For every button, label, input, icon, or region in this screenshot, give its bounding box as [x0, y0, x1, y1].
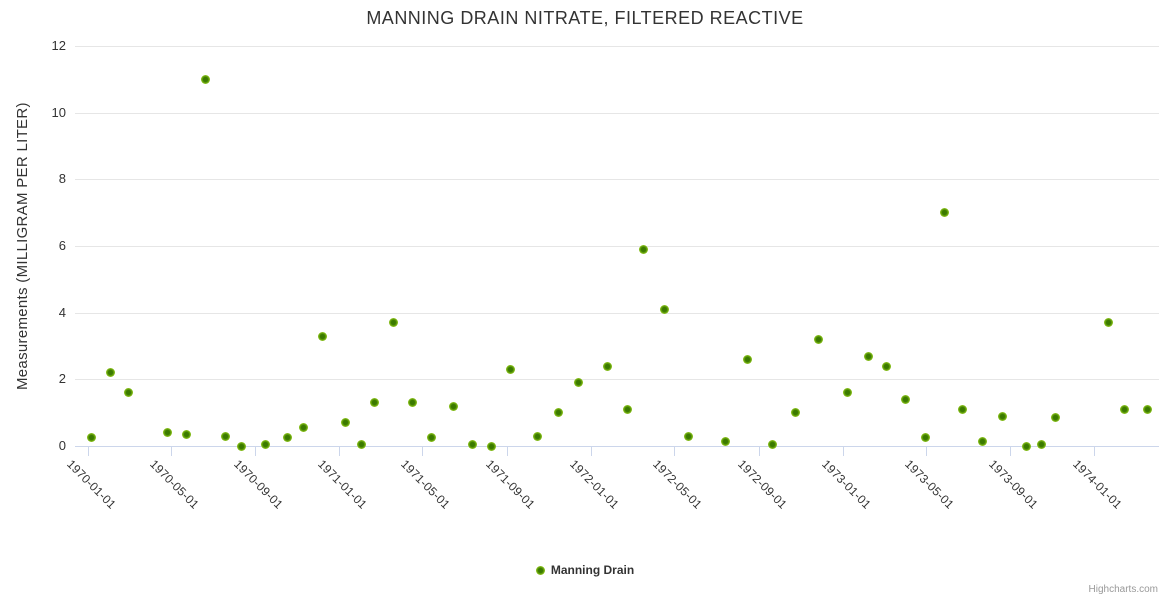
data-point[interactable]	[201, 74, 211, 84]
y-axis-label: 4	[58, 305, 66, 320]
data-point[interactable]	[162, 428, 172, 438]
x-axis-tick	[1094, 446, 1095, 456]
data-point[interactable]	[467, 439, 477, 449]
data-point[interactable]	[921, 433, 930, 443]
data-point[interactable]	[742, 354, 752, 364]
series-marker-icon	[535, 565, 545, 575]
highcharts-credits-link[interactable]: Highcharts.com	[1088, 584, 1158, 595]
y-axis-label: 2	[58, 371, 66, 386]
data-point[interactable]	[939, 208, 949, 218]
x-axis-tick	[591, 446, 592, 456]
data-point[interactable]	[236, 441, 246, 451]
x-axis-tick	[759, 446, 760, 456]
x-axis-tick	[507, 446, 508, 456]
chart-title: MANNING DRAIN NITRATE, FILTERED REACTIVE	[366, 8, 804, 28]
gridline	[75, 179, 1159, 180]
data-point[interactable]	[87, 433, 96, 443]
data-point[interactable]	[901, 394, 911, 404]
data-point[interactable]	[814, 334, 824, 344]
data-point[interactable]	[448, 401, 458, 411]
data-point[interactable]	[261, 439, 271, 449]
x-axis-tick	[171, 446, 172, 456]
data-point[interactable]	[124, 388, 134, 398]
x-axis-label: 1973-09-01	[986, 457, 1041, 512]
legend: Manning Drain	[0, 563, 1170, 577]
legend-item-manning-drain[interactable]: Manning Drain	[535, 563, 635, 577]
data-point[interactable]	[357, 439, 366, 449]
data-point[interactable]	[408, 398, 417, 408]
x-axis-tick	[339, 446, 340, 456]
x-axis-label: 1971-09-01	[483, 457, 538, 512]
data-point[interactable]	[427, 433, 437, 443]
legend-label: Manning Drain	[550, 563, 635, 577]
data-point[interactable]	[506, 364, 516, 374]
x-axis-label: 1974-01-01	[1070, 457, 1125, 512]
data-point[interactable]	[317, 331, 327, 341]
data-point[interactable]	[863, 351, 873, 361]
x-axis-label: 1970-09-01	[231, 457, 286, 512]
y-axis-label: 0	[58, 438, 66, 453]
x-axis-tick	[926, 446, 927, 456]
y-axis-label: 12	[51, 38, 66, 53]
data-point[interactable]	[220, 431, 230, 441]
data-point[interactable]	[554, 408, 563, 418]
data-point[interactable]	[1104, 318, 1114, 328]
data-point[interactable]	[573, 378, 583, 388]
x-axis-label: 1972-05-01	[650, 457, 705, 512]
data-point[interactable]	[533, 431, 543, 441]
x-axis-label: 1972-01-01	[567, 457, 622, 512]
data-point[interactable]	[622, 404, 632, 414]
x-axis-tick	[422, 446, 423, 456]
data-point[interactable]	[1142, 404, 1152, 414]
data-point[interactable]	[298, 423, 308, 433]
data-point[interactable]	[721, 436, 731, 446]
data-point[interactable]	[767, 439, 777, 449]
gridline	[75, 379, 1159, 380]
gridline	[75, 313, 1159, 314]
data-point[interactable]	[684, 431, 694, 441]
data-point[interactable]	[843, 388, 853, 398]
data-point[interactable]	[283, 433, 293, 443]
data-point[interactable]	[978, 436, 988, 446]
x-axis-tick	[255, 446, 256, 456]
x-axis-label: 1971-01-01	[315, 457, 370, 512]
x-axis-tick	[843, 446, 844, 456]
data-point[interactable]	[602, 361, 612, 371]
gridline	[75, 246, 1159, 247]
y-axis-label: 8	[58, 171, 66, 186]
data-point[interactable]	[958, 404, 968, 414]
x-axis-label: 1971-05-01	[398, 457, 453, 512]
data-point[interactable]	[182, 429, 192, 439]
gridline	[75, 46, 1159, 47]
y-axis-label: 6	[58, 238, 66, 253]
data-point[interactable]	[340, 418, 350, 428]
data-point[interactable]	[660, 304, 669, 314]
x-axis-tick	[674, 446, 675, 456]
x-axis-line	[75, 446, 1159, 447]
data-point[interactable]	[881, 361, 891, 371]
x-axis-label: 1970-05-01	[147, 457, 202, 512]
gridline	[75, 113, 1159, 114]
data-point[interactable]	[790, 408, 800, 418]
x-axis-label: 1970-01-01	[64, 457, 119, 512]
data-point[interactable]	[1120, 404, 1130, 414]
x-axis-label: 1973-01-01	[819, 457, 874, 512]
x-axis-tick	[1010, 446, 1011, 456]
data-point[interactable]	[486, 441, 496, 451]
y-axis-label: 10	[51, 105, 66, 120]
data-point[interactable]	[389, 318, 399, 328]
data-point[interactable]	[1022, 441, 1032, 451]
data-point[interactable]	[997, 411, 1007, 421]
x-axis-label: 1973-05-01	[902, 457, 957, 512]
x-axis-label: 1972-09-01	[735, 457, 790, 512]
data-point[interactable]	[1037, 439, 1047, 449]
data-point[interactable]	[1050, 413, 1060, 423]
data-point[interactable]	[105, 368, 115, 378]
data-point[interactable]	[639, 244, 649, 254]
data-point[interactable]	[370, 398, 380, 408]
x-axis-tick	[88, 446, 89, 456]
